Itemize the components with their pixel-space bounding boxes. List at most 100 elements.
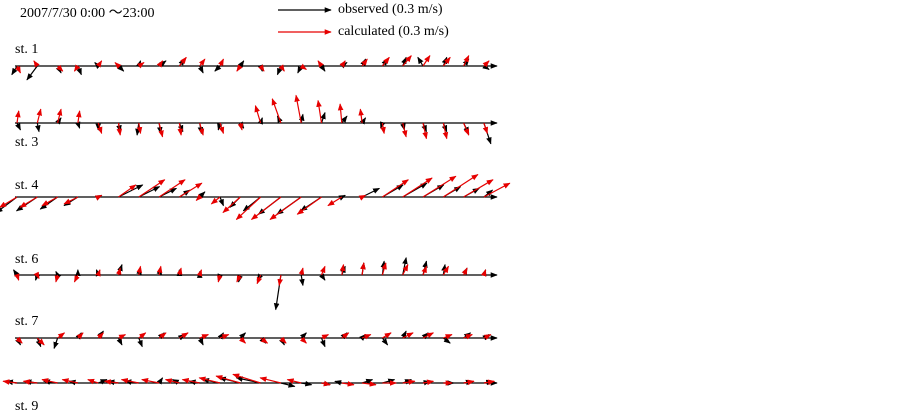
observed-vector	[11, 65, 18, 76]
station-label: st. 4	[15, 178, 38, 193]
calculated-vector	[73, 64, 81, 72]
calculated-vector	[422, 55, 431, 67]
observed-vector	[320, 337, 326, 348]
observed-vector	[118, 184, 144, 198]
calculated-vector	[239, 336, 246, 344]
calculated-vector	[57, 332, 66, 339]
observed-vector	[361, 378, 374, 385]
calculated-vector	[2, 379, 18, 385]
calculated-vector	[195, 194, 203, 201]
calculated-vector	[382, 332, 392, 339]
calculated-vector	[422, 175, 457, 198]
calculated-vector	[198, 376, 221, 384]
calculated-vector	[15, 65, 21, 74]
observed-vector	[417, 56, 424, 67]
calculated-vector	[164, 378, 180, 384]
observed-vector	[218, 196, 225, 207]
station-label: st. 9	[15, 399, 38, 414]
calculated-vector	[158, 179, 186, 198]
calculated-vector	[114, 62, 122, 69]
calculated-vector	[199, 333, 209, 340]
observed-vector	[381, 337, 389, 346]
calculated-vector	[136, 265, 143, 276]
calculated-vector	[136, 122, 143, 135]
calculated-vector	[120, 378, 139, 384]
calculated-vector	[87, 378, 99, 385]
calculated-vector	[260, 337, 269, 344]
calculated-vector	[138, 179, 166, 198]
calculated-vector	[321, 380, 331, 387]
calculated-vector	[215, 375, 241, 384]
calculated-vector	[422, 332, 435, 339]
calculated-vector	[218, 122, 225, 135]
calculated-vector	[115, 267, 122, 276]
calculated-vector	[56, 108, 63, 124]
calculated-vector	[196, 269, 203, 277]
observed-vector	[239, 332, 246, 340]
calculated-vector	[294, 94, 302, 124]
calculated-vector	[402, 177, 433, 198]
calculated-vector	[210, 196, 221, 205]
calculated-vector	[483, 334, 492, 340]
calculated-vector	[198, 122, 205, 136]
observed-vector	[276, 65, 283, 76]
calculated-vector	[15, 336, 23, 344]
observed-vector	[340, 115, 348, 124]
calculated-vector	[258, 64, 265, 72]
observed-vector	[117, 64, 125, 72]
calculated-vector	[381, 56, 390, 67]
calculated-vector	[320, 265, 326, 276]
observed-vector	[137, 337, 143, 348]
observed-vector	[76, 65, 82, 76]
calculated-vector	[339, 263, 346, 276]
calculated-vector	[235, 196, 262, 220]
calculated-vector	[158, 122, 164, 138]
observed-vector	[297, 65, 304, 74]
observed-vector	[217, 122, 223, 131]
observed-vector	[26, 65, 38, 81]
calculated-vector	[219, 333, 230, 340]
calculated-vector	[461, 267, 468, 276]
calculated-vector	[95, 269, 101, 277]
calculated-vector	[278, 64, 285, 72]
observed-vector	[338, 194, 346, 201]
calculated-vector	[316, 99, 323, 124]
calculated-vector	[299, 63, 307, 70]
calculated-vector	[327, 196, 343, 207]
calculated-vector	[232, 373, 261, 384]
observed-vector	[280, 382, 296, 388]
calculated-vector	[75, 110, 82, 124]
calculated-vector	[36, 337, 45, 346]
calculated-vector	[76, 332, 84, 340]
calculated-vector	[181, 378, 200, 384]
calculated-vector	[254, 105, 262, 124]
calculated-vector	[97, 122, 103, 135]
calculated-vector	[402, 379, 416, 385]
calculated-vector	[381, 262, 387, 276]
calculated-vector	[463, 379, 475, 386]
calculated-vector	[103, 379, 119, 385]
calculated-vector	[237, 122, 244, 131]
observed-vector	[359, 117, 367, 125]
calculated-vector	[402, 332, 414, 339]
observed-vector	[0, 196, 18, 213]
observed-vector	[74, 121, 81, 129]
observed-vector	[13, 269, 20, 277]
station-label: st. 6	[15, 252, 38, 267]
calculated-vector	[298, 267, 305, 276]
calculated-vector	[41, 378, 58, 384]
calculated-vector	[482, 60, 490, 68]
calculated-vector	[317, 60, 324, 68]
calculated-vector	[442, 265, 450, 276]
calculated-vector	[463, 179, 494, 198]
calculated-vector	[61, 378, 79, 384]
calculated-vector	[15, 110, 21, 124]
calculated-vector	[422, 122, 428, 140]
observed-vector	[334, 380, 342, 386]
calculated-vector	[482, 122, 489, 135]
calculated-vector	[358, 194, 367, 201]
calculated-vector	[41, 196, 58, 207]
calculated-vector	[296, 196, 322, 215]
calculated-vector	[382, 179, 409, 198]
